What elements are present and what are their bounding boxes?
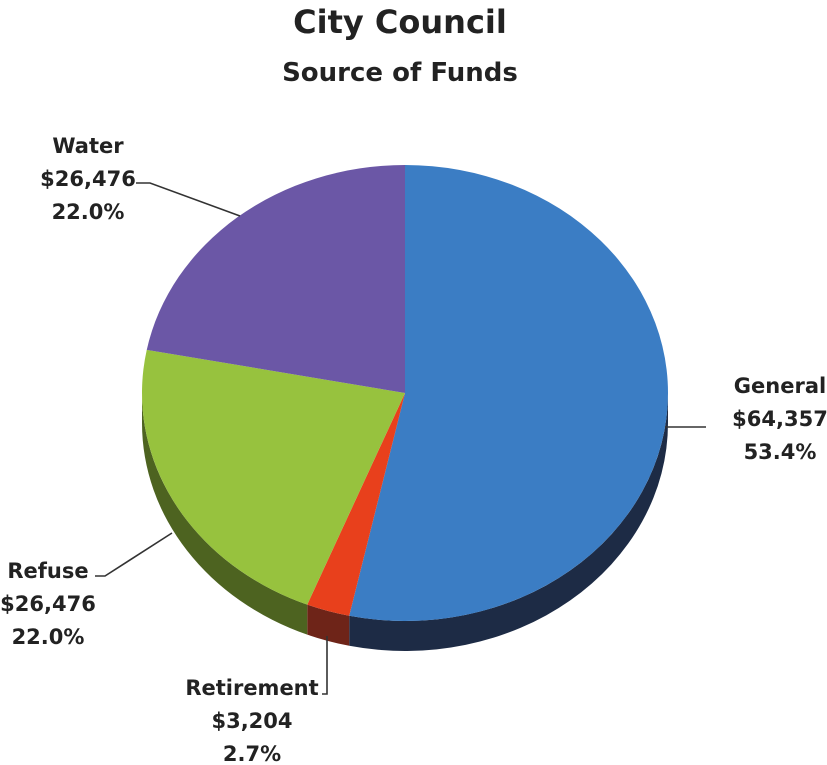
slice-label-retirement-value: $3,204 (211, 709, 292, 733)
slice-label-refuse-name: Refuse (7, 559, 88, 583)
slice-label-water-value: $26,476 (40, 167, 136, 191)
slice-label-retirement-name: Retirement (185, 676, 318, 700)
pie-slice-refuse (142, 349, 406, 605)
chart-subtitle: Source of Funds (282, 58, 518, 88)
slice-label-retirement-percent: 2.7% (223, 742, 281, 765)
slice-label-general-name: General (734, 374, 826, 398)
pie-slices (142, 165, 668, 621)
leader-line-water (136, 182, 241, 217)
slice-label-general-percent: 53.4% (744, 440, 817, 464)
leader-lines (95, 182, 706, 695)
slice-label-general: General $64,357 53.4% (732, 374, 827, 464)
leader-line-retirement (322, 636, 328, 695)
slice-label-refuse: Refuse $26,476 22.0% (0, 559, 96, 649)
slice-label-refuse-value: $26,476 (0, 592, 96, 616)
slice-label-water-name: Water (52, 134, 124, 158)
slice-label-general-value: $64,357 (732, 407, 827, 431)
pie-slice-retirement (307, 393, 405, 616)
leader-line-refuse (95, 532, 173, 577)
pie-side-walls (141, 393, 668, 651)
pie-side-general (349, 393, 668, 651)
pie-side-retirement (307, 604, 350, 646)
pie-side-refuse (141, 393, 308, 635)
slice-label-water: Water $26,476 22.0% (40, 134, 136, 224)
pie-slice-water (146, 165, 405, 393)
pie-slice-general (349, 165, 668, 621)
slice-label-retirement: Retirement $3,204 2.7% (185, 676, 318, 765)
slice-label-refuse-percent: 22.0% (12, 625, 85, 649)
slice-label-water-percent: 22.0% (52, 200, 125, 224)
chart-title: City Council (293, 3, 507, 41)
